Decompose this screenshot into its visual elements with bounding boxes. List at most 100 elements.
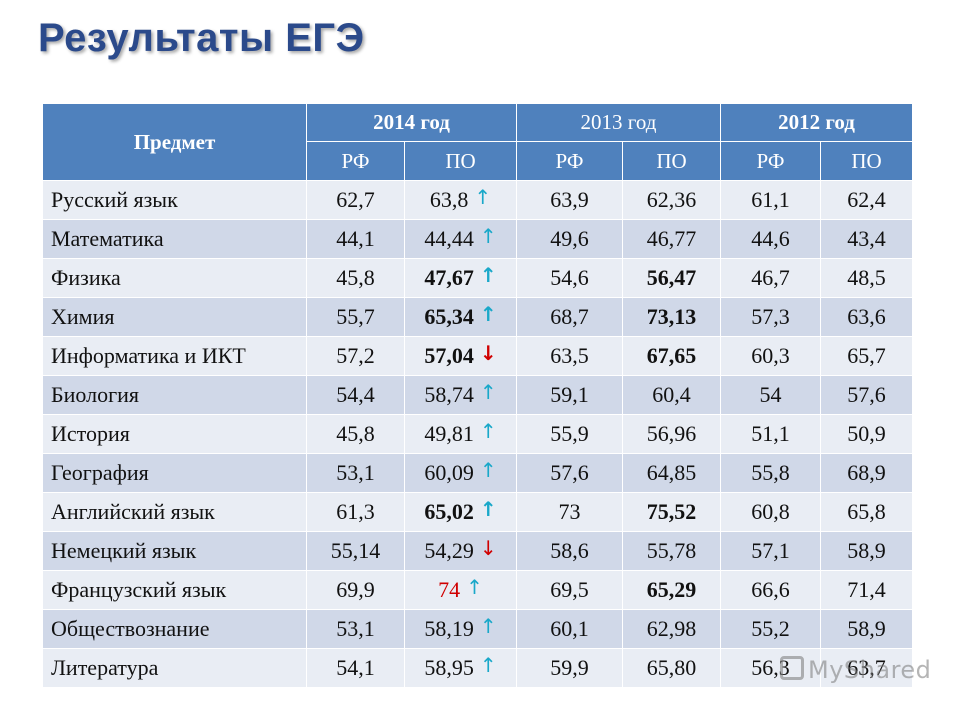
value-cell-po-2012: 50,9: [820, 414, 913, 454]
cell-value: 66,6: [751, 577, 790, 602]
value-cell-rf-2014: 53,1: [306, 609, 405, 649]
value-cell-po-2012: 62,4: [820, 180, 913, 220]
value-cell-po-2014: 54,29 ↓: [404, 531, 517, 571]
arrow-up-icon: ↑: [479, 458, 497, 482]
value-cell-rf-2012: 61,1: [720, 180, 821, 220]
value-cell-rf-2014: 54,1: [306, 648, 405, 688]
cell-value: 51,1: [751, 421, 790, 446]
value-cell-rf-2013: 59,1: [516, 375, 623, 415]
cell-value: 55,78: [646, 538, 697, 563]
arrow-up-icon: ↑: [479, 380, 497, 404]
cell-value: 45,8: [336, 421, 375, 446]
table-row: Немецкий язык 55,14 54,29 ↓ 58,6 55,78 57,1 58,…: [42, 531, 913, 571]
subject-cell: Немецкий язык: [42, 531, 307, 571]
subject-cell: Информатика и ИКТ: [42, 336, 307, 376]
cell-value: 67,65: [646, 343, 697, 368]
value-cell-po-2013: 65,80: [622, 648, 721, 688]
value-cell-rf-2013: 68,7: [516, 297, 623, 337]
value-cell-rf-2014: 45,8: [306, 258, 405, 298]
cell-value: 65,80: [646, 655, 697, 680]
value-cell-rf-2014: 45,8: [306, 414, 405, 454]
value-cell-po-2014: 63,8 ↑: [404, 180, 517, 220]
cell-value: 50,9: [847, 421, 886, 446]
cell-value: 54,1: [336, 655, 375, 680]
value-cell-rf-2012: 51,1: [720, 414, 821, 454]
cell-value: 60,3: [751, 343, 790, 368]
arrow-up-icon: ↑: [479, 302, 497, 326]
value-cell-po-2013: 60,4: [622, 375, 721, 415]
cell-value: 54,4: [336, 382, 375, 407]
cell-value: 62,36: [646, 187, 697, 212]
value-cell-po-2014: 49,81 ↑: [404, 414, 517, 454]
arrow-down-icon: ↓: [479, 536, 497, 560]
value-cell-rf-2013: 58,6: [516, 531, 623, 571]
cell-value: 68,7: [550, 304, 589, 329]
watermark-text: MyShared: [808, 656, 932, 684]
cell-value: 63,5: [550, 343, 589, 368]
cell-value: 48,5: [847, 265, 886, 290]
watermark: MyShared: [780, 656, 931, 684]
cell-value: 63,6: [847, 304, 886, 329]
table-row: Русский язык 62,7 63,8 ↑ 63,9 62,36 61,1 62,4: [42, 180, 913, 220]
subject-column-header: Предмет: [42, 103, 307, 181]
arrow-up-icon: ↑: [479, 614, 497, 638]
value-cell-rf-2013: 59,9: [516, 648, 623, 688]
value-cell-po-2013: 62,98: [622, 609, 721, 649]
year-header-2014: 2014 год: [306, 103, 517, 142]
table-body: Русский язык 62,7 63,8 ↑ 63,9 62,36 61,1 62,4 Ма…: [42, 180, 913, 688]
cell-value: 62,7: [336, 187, 375, 212]
cell-value: 57,6: [550, 460, 589, 485]
cell-value: 59,1: [550, 382, 589, 407]
value-cell-po-2013: 65,29: [622, 570, 721, 610]
cell-value: 73,13: [646, 304, 697, 329]
table-row: Физика 45,8 47,67 ↑ 54,6 56,47 46,7 48,5: [42, 258, 913, 298]
value-cell-rf-2014: 55,7: [306, 297, 405, 337]
cell-value: 69,9: [336, 577, 375, 602]
cell-value: 65,8: [847, 499, 886, 524]
subheader-rf-2014: РФ: [306, 141, 405, 181]
cell-value: 47,67: [424, 265, 474, 290]
cell-value: 57,04: [424, 343, 474, 368]
cell-value: 56,47: [646, 265, 697, 290]
value-cell-rf-2012: 60,3: [720, 336, 821, 376]
value-cell-po-2012: 71,4: [820, 570, 913, 610]
value-cell-po-2013: 67,65: [622, 336, 721, 376]
value-cell-rf-2013: 57,6: [516, 453, 623, 493]
cell-value: 65,29: [646, 577, 697, 602]
value-cell-po-2013: 75,52: [622, 492, 721, 532]
value-cell-po-2012: 57,6: [820, 375, 913, 415]
value-cell-rf-2013: 69,5: [516, 570, 623, 610]
cell-value: 55,7: [336, 304, 375, 329]
value-cell-po-2013: 56,47: [622, 258, 721, 298]
cell-value: 44,44: [424, 226, 474, 251]
subheader-rf-2013: РФ: [516, 141, 623, 181]
subject-cell: Математика: [42, 219, 307, 259]
value-cell-po-2012: 68,9: [820, 453, 913, 493]
arrow-up-icon: ↑: [479, 263, 497, 287]
cell-value: 75,52: [646, 499, 697, 524]
cell-value: 59,9: [550, 655, 589, 680]
cell-value: 58,95: [424, 655, 474, 680]
subject-cell: Русский язык: [42, 180, 307, 220]
value-cell-rf-2013: 60,1: [516, 609, 623, 649]
cell-value: 65,7: [847, 343, 886, 368]
value-cell-rf-2014: 61,3: [306, 492, 405, 532]
value-cell-rf-2012: 55,2: [720, 609, 821, 649]
value-cell-po-2013: 56,96: [622, 414, 721, 454]
cell-value: 55,2: [751, 616, 790, 641]
value-cell-po-2012: 65,8: [820, 492, 913, 532]
value-cell-po-2014: 58,19 ↑: [404, 609, 517, 649]
cell-value: 49,81: [424, 421, 474, 446]
value-cell-rf-2014: 57,2: [306, 336, 405, 376]
cell-value: 57,1: [751, 538, 790, 563]
value-cell-po-2012: 48,5: [820, 258, 913, 298]
cell-value: 46,77: [646, 226, 697, 251]
cell-value: 55,8: [751, 460, 790, 485]
value-cell-po-2012: 58,9: [820, 531, 913, 571]
value-cell-rf-2014: 62,7: [306, 180, 405, 220]
cell-value: 65,34: [424, 304, 474, 329]
arrow-up-icon: ↑: [479, 224, 497, 248]
value-cell-po-2014: 65,34 ↑: [404, 297, 517, 337]
value-cell-po-2012: 63,7: [820, 648, 913, 688]
cell-value: 49,6: [550, 226, 589, 251]
